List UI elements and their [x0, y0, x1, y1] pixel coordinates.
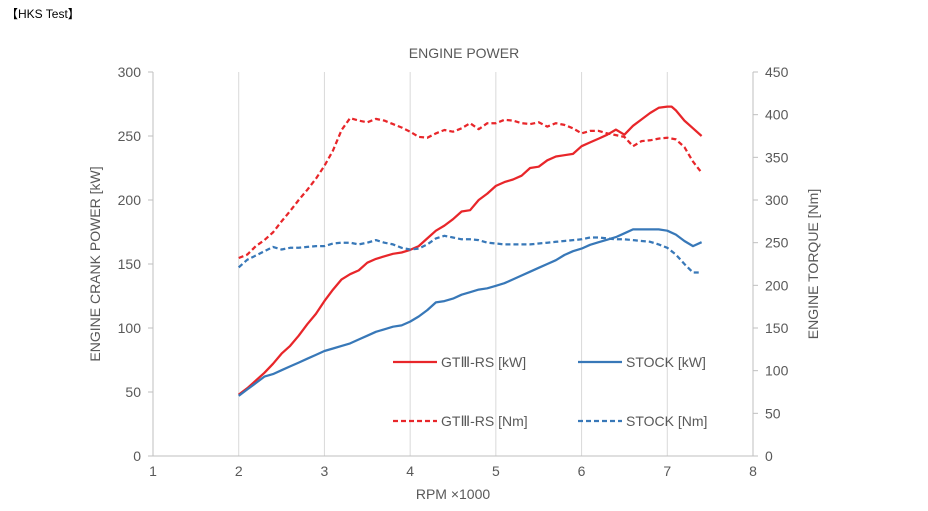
- y-axis-label-right: ENGINE TORQUE [Nm]: [805, 189, 821, 339]
- y-tick-label-left: 150: [118, 256, 142, 272]
- y-tick-label-right: 350: [765, 149, 789, 165]
- legend: GTⅢ-RS [kW] STOCK [kW] GTⅢ-RS [Nm] STOCK [N…: [393, 354, 707, 429]
- y-tick-label-left: 300: [118, 64, 142, 80]
- series-lines: [237, 105, 703, 397]
- chart-title: ENGINE POWER: [409, 45, 519, 61]
- y-tick-label-right: 100: [765, 363, 789, 379]
- x-tick-label: 4: [406, 463, 414, 479]
- report-header: 【HKS Test】: [6, 7, 80, 21]
- y-tick-label-left: 100: [118, 320, 142, 336]
- legend-label: GTⅢ-RS [Nm]: [441, 413, 528, 429]
- y-tick-label-right: 450: [765, 64, 789, 80]
- x-axis-label: RPM ×1000: [416, 486, 491, 502]
- axes: 1 2 3 4 5 6 7 805010015020025030005010015020025…: [118, 64, 789, 479]
- x-tick-label: 7: [663, 463, 671, 479]
- y-tick-label-left: 250: [118, 128, 142, 144]
- legend-label: STOCK [kW]: [626, 354, 706, 370]
- x-tick-label: 5: [492, 463, 500, 479]
- series-line-1: [238, 228, 703, 397]
- y-tick-label-right: 400: [765, 107, 789, 123]
- legend-label: STOCK [Nm]: [626, 413, 707, 429]
- y-tick-label-right: 150: [765, 320, 789, 336]
- x-tick-label: 8: [749, 463, 757, 479]
- x-tick-label: 3: [321, 463, 329, 479]
- y-tick-label-right: 200: [765, 277, 789, 293]
- x-tick-label: 6: [578, 463, 586, 479]
- y-tick-label-right: 50: [765, 405, 781, 421]
- x-tick-label: 1: [149, 463, 157, 479]
- series-line-3: [237, 234, 702, 274]
- series-line-2: [238, 116, 703, 260]
- grid: [238, 72, 668, 456]
- y-tick-label-left: 50: [125, 384, 141, 400]
- y-tick-label-right: 250: [765, 235, 789, 251]
- y-tick-label-right: 0: [765, 448, 773, 464]
- series-line-0: [238, 105, 703, 396]
- y-axis-label-left: ENGINE CRANK POWER [kW]: [87, 166, 103, 361]
- y-tick-label-right: 300: [765, 192, 789, 208]
- x-tick-label: 2: [235, 463, 243, 479]
- legend-label: GTⅢ-RS [kW]: [441, 354, 526, 370]
- y-tick-label-left: 0: [133, 448, 141, 464]
- y-tick-label-left: 200: [118, 192, 142, 208]
